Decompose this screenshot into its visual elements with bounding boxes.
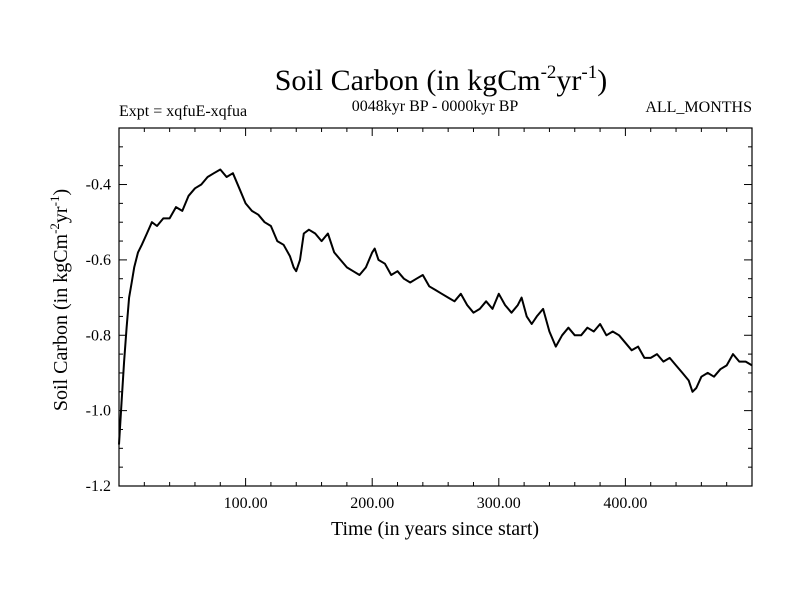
experiment-label: Expt = xqfuE-xqfua <box>119 103 247 120</box>
months-label: ALL_MONTHS <box>645 99 752 116</box>
y-tick-label: -0.8 <box>86 327 111 344</box>
chart-title: Soil Carbon (in kgCm-2yr-1) <box>275 62 608 97</box>
y-tick-label: -0.4 <box>86 177 111 194</box>
plot-frame <box>118 127 753 487</box>
x-axis-label: Time (in years since start) <box>331 518 539 540</box>
soil-carbon-series-line <box>118 168 753 445</box>
y-tick-label: -1.2 <box>86 478 111 495</box>
x-tick-label: 300.00 <box>477 495 521 512</box>
axis-tick-labels: 100.00 200.00 300.00 400.00 -1.2 -1.0 -0.8 -0.6… <box>86 177 648 512</box>
x-tick-label: 200.00 <box>350 495 394 512</box>
axis-ticks <box>119 128 752 487</box>
y-tick-label: -0.6 <box>86 252 111 269</box>
time-range-label: 0048kyr BP - 0000kyr BP <box>352 98 519 115</box>
x-tick-label: 100.00 <box>224 495 268 512</box>
x-tick-label: 400.00 <box>603 495 647 512</box>
y-axis-label: Soil Carbon (in kgCm-2yr-1) <box>47 189 72 411</box>
y-tick-label: -1.0 <box>86 403 111 420</box>
